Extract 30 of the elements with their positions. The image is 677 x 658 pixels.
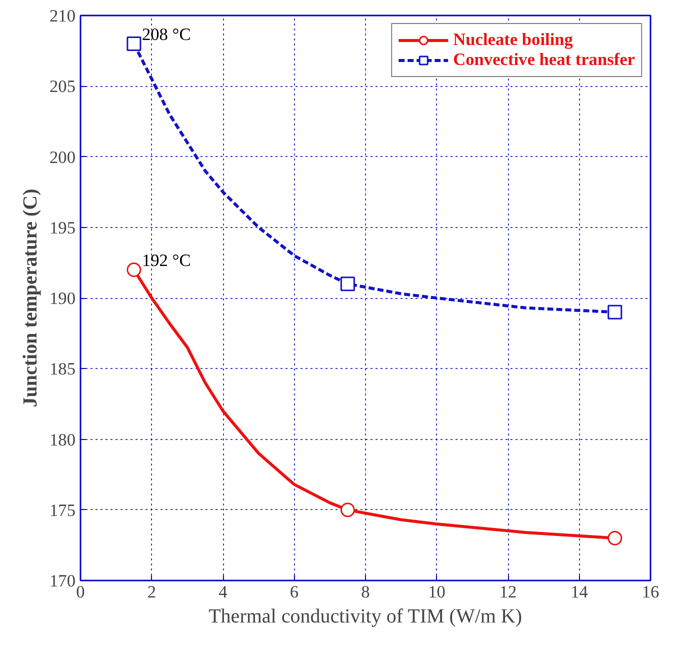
point	[340, 276, 355, 292]
annotation: 192 °C	[142, 250, 191, 270]
y-axis-title: Junction temperature (C)	[20, 188, 42, 408]
legend-label: Nucleate boiling	[453, 30, 573, 50]
x-axis-title: Thermal conductivity of TIM (W/m K)	[208, 606, 522, 628]
y-tick-label: 195	[50, 218, 76, 238]
x-tick-label: 0	[76, 582, 85, 602]
x-tick-label: 10	[428, 582, 446, 602]
y-tick-label: 205	[50, 77, 76, 96]
x-tick-label: 14	[570, 582, 588, 602]
y-tick-label: 175	[50, 500, 76, 520]
y-tick-label: 210	[50, 6, 76, 26]
x-tick-label: 12	[499, 582, 517, 602]
y-tick-label: 185	[50, 360, 76, 379]
x-tick-label: 8	[361, 582, 370, 602]
point	[126, 36, 142, 51]
y-tick-label: 180	[50, 430, 76, 450]
legend-label: Convective heat transfer	[453, 50, 635, 70]
x-tick-label: 4	[218, 582, 228, 602]
x-tick-label: 2	[147, 582, 156, 602]
point	[126, 262, 142, 277]
annotation: 208 °C	[142, 24, 191, 44]
x-tick-label: 16	[642, 582, 660, 602]
point	[608, 530, 622, 546]
y-tick-label: 190	[50, 289, 76, 308]
y-tick-label: 170	[50, 572, 76, 590]
x-tick-label: 6	[290, 582, 299, 602]
point	[340, 502, 355, 518]
point	[608, 304, 622, 320]
y-tick-label: 200	[50, 148, 76, 167]
